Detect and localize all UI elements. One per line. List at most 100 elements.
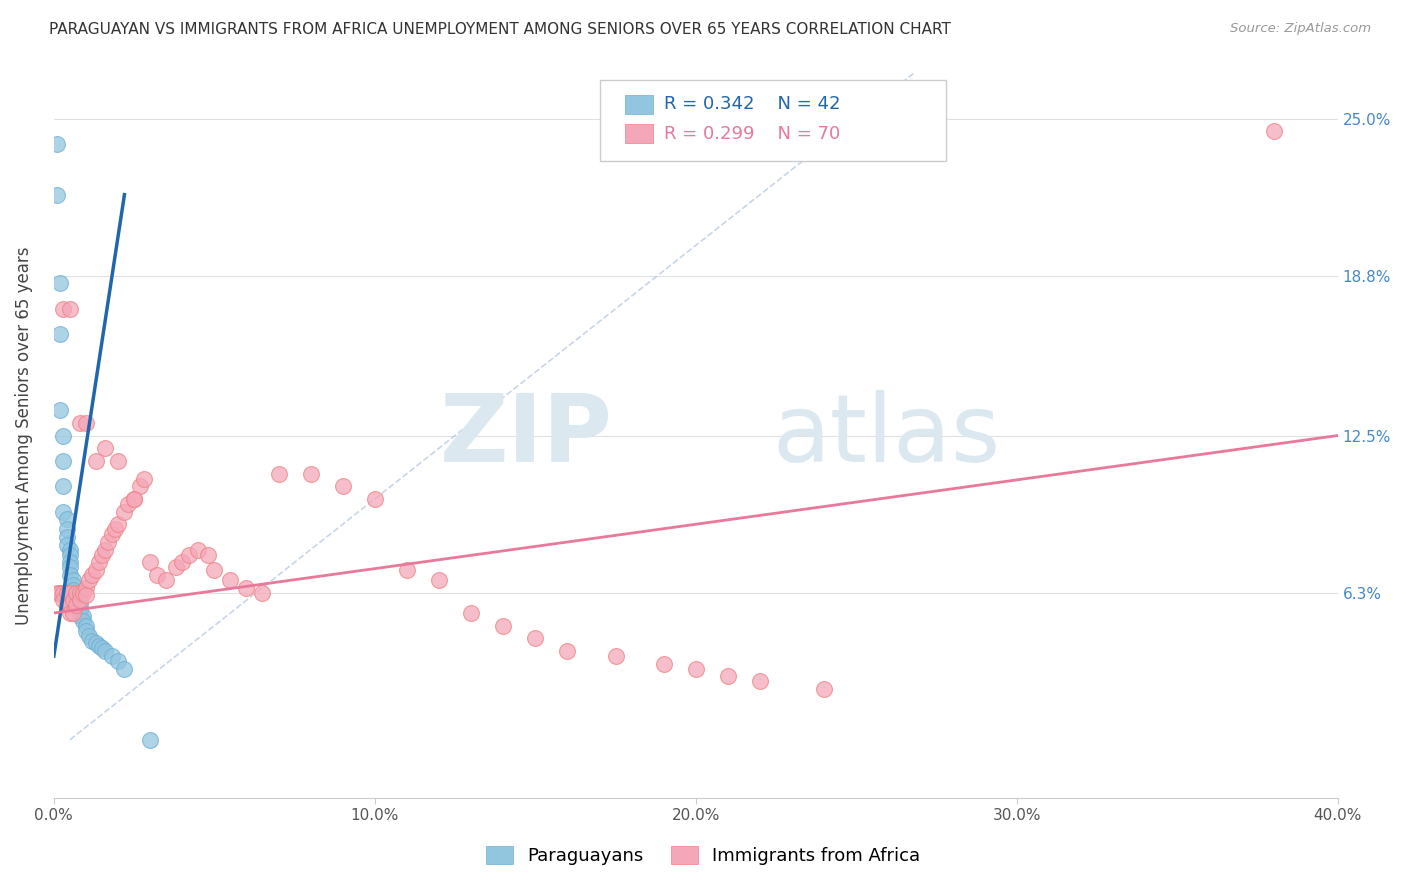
Point [59, 542, 82, 557]
Point [59, 606, 82, 620]
Point [427, 573, 450, 587]
Point [62, 606, 84, 620]
Point [52, 585, 75, 599]
Point [97, 535, 120, 549]
Point [364, 491, 387, 506]
Point [172, 555, 194, 569]
Point [75, 581, 97, 595]
Point [62, 593, 84, 607]
Point [46, 187, 69, 202]
Point [59, 301, 82, 316]
Point [492, 618, 515, 632]
Point [165, 560, 187, 574]
Point [49, 585, 72, 599]
Point [62, 583, 84, 598]
Point [685, 662, 707, 676]
Point [52, 454, 75, 468]
Point [62, 588, 84, 602]
Point [65, 599, 87, 613]
Point [117, 497, 139, 511]
Point [82, 633, 104, 648]
Point [717, 669, 740, 683]
Point [55, 530, 77, 544]
Point [557, 644, 579, 658]
Point [813, 681, 835, 696]
Point [122, 491, 145, 506]
Point [52, 479, 75, 493]
Point [1263, 124, 1285, 138]
Point [197, 548, 219, 562]
Point [177, 548, 200, 562]
Point [75, 624, 97, 638]
Point [46, 585, 69, 599]
FancyBboxPatch shape [599, 80, 946, 161]
Point [94, 441, 117, 455]
Point [55, 522, 77, 536]
Point [55, 599, 77, 613]
Point [69, 603, 91, 617]
Point [59, 555, 82, 569]
Point [299, 467, 322, 481]
Point [202, 563, 225, 577]
Legend: Paraguayans, Immigrants from Africa: Paraguayans, Immigrants from Africa [478, 838, 928, 872]
Text: Source: ZipAtlas.com: Source: ZipAtlas.com [1230, 22, 1371, 36]
Text: R = 0.299    N = 70: R = 0.299 N = 70 [664, 125, 839, 143]
Point [69, 608, 91, 623]
Point [55, 585, 77, 599]
Point [122, 491, 145, 506]
Point [84, 563, 107, 577]
Point [94, 644, 117, 658]
Point [75, 618, 97, 632]
Point [114, 662, 136, 676]
Point [267, 467, 290, 481]
Point [65, 593, 87, 607]
Point [139, 555, 162, 569]
Point [65, 585, 87, 599]
Point [49, 327, 72, 342]
Text: atlas: atlas [773, 390, 1001, 482]
Point [100, 527, 122, 541]
Text: PARAGUAYAN VS IMMIGRANTS FROM AFRICA UNEMPLOYMENT AMONG SENIORS OVER 65 YEARS CO: PARAGUAYAN VS IMMIGRANTS FROM AFRICA UNE… [49, 22, 950, 37]
Point [107, 517, 129, 532]
Point [84, 454, 107, 468]
Point [100, 649, 122, 664]
Point [69, 593, 91, 607]
Point [652, 657, 675, 671]
Point [155, 573, 177, 587]
Point [87, 639, 110, 653]
FancyBboxPatch shape [626, 125, 654, 144]
Point [75, 588, 97, 602]
Point [132, 472, 155, 486]
Point [55, 512, 77, 526]
Point [59, 568, 82, 582]
Point [49, 403, 72, 417]
Point [87, 555, 110, 569]
Point [69, 599, 91, 613]
Point [104, 522, 127, 536]
Point [59, 560, 82, 574]
Point [187, 542, 209, 557]
Point [84, 636, 107, 650]
Point [65, 588, 87, 602]
Point [69, 585, 91, 599]
Point [62, 573, 84, 587]
Y-axis label: Unemployment Among Seniors over 65 years: Unemployment Among Seniors over 65 years [15, 246, 32, 624]
Point [59, 599, 82, 613]
Point [72, 614, 94, 628]
Point [235, 581, 257, 595]
Text: ZIP: ZIP [440, 390, 613, 482]
Point [145, 568, 167, 582]
Point [72, 585, 94, 599]
Point [62, 578, 84, 592]
Point [219, 573, 242, 587]
Point [82, 568, 104, 582]
Point [524, 632, 547, 646]
FancyBboxPatch shape [626, 95, 654, 113]
Point [332, 479, 354, 493]
Point [75, 416, 97, 430]
Point [114, 505, 136, 519]
Point [52, 301, 75, 316]
Point [749, 674, 772, 689]
Point [395, 563, 418, 577]
Point [52, 505, 75, 519]
